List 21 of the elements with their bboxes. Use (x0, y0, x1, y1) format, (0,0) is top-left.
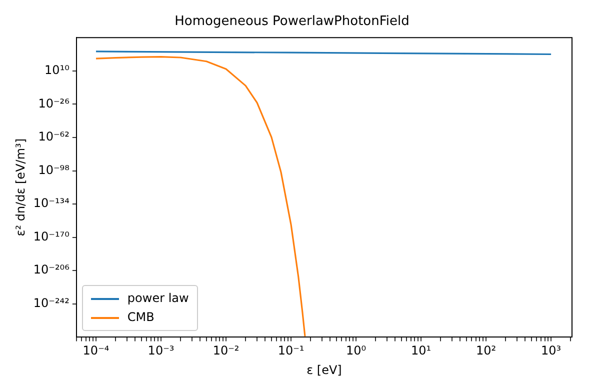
y-tick-label: 10⁻²⁴² (33, 296, 70, 310)
y-tick-label: 10¹⁰ (44, 63, 70, 78)
y-tick-label: 10⁻⁶² (38, 130, 70, 144)
y-tick-label: 10⁻²⁰⁶ (33, 262, 70, 277)
x-tick-label: 10¹ (410, 344, 432, 358)
x-tick-label: 10⁻² (212, 344, 240, 358)
x-tick-label: 10⁻³ (148, 344, 174, 358)
y-tick-label: 10⁻¹⁷⁰ (33, 229, 70, 244)
x-tick-label: 10⁻⁴ (82, 344, 110, 358)
x-tick-label: 10⁻¹ (278, 344, 304, 358)
x-tick-label: 10² (476, 344, 496, 358)
y-tick-label: 10⁻²⁶ (38, 96, 70, 110)
y-axis-title: ε² dn/dε [eV/m³] (13, 138, 28, 236)
legend-label: CMB (127, 309, 154, 326)
x-tick-label: 10⁰ (346, 344, 366, 358)
y-tick-label: 10⁻⁹⁸ (38, 162, 70, 177)
y-tick-label: 10⁻¹³⁴ (33, 196, 70, 210)
x-tick-label: 10³ (541, 344, 562, 358)
legend-label: power law (127, 290, 189, 308)
x-axis-title: ε [eV] (306, 362, 342, 377)
chart-title: Homogeneous PowerlawPhotonField (174, 14, 410, 30)
